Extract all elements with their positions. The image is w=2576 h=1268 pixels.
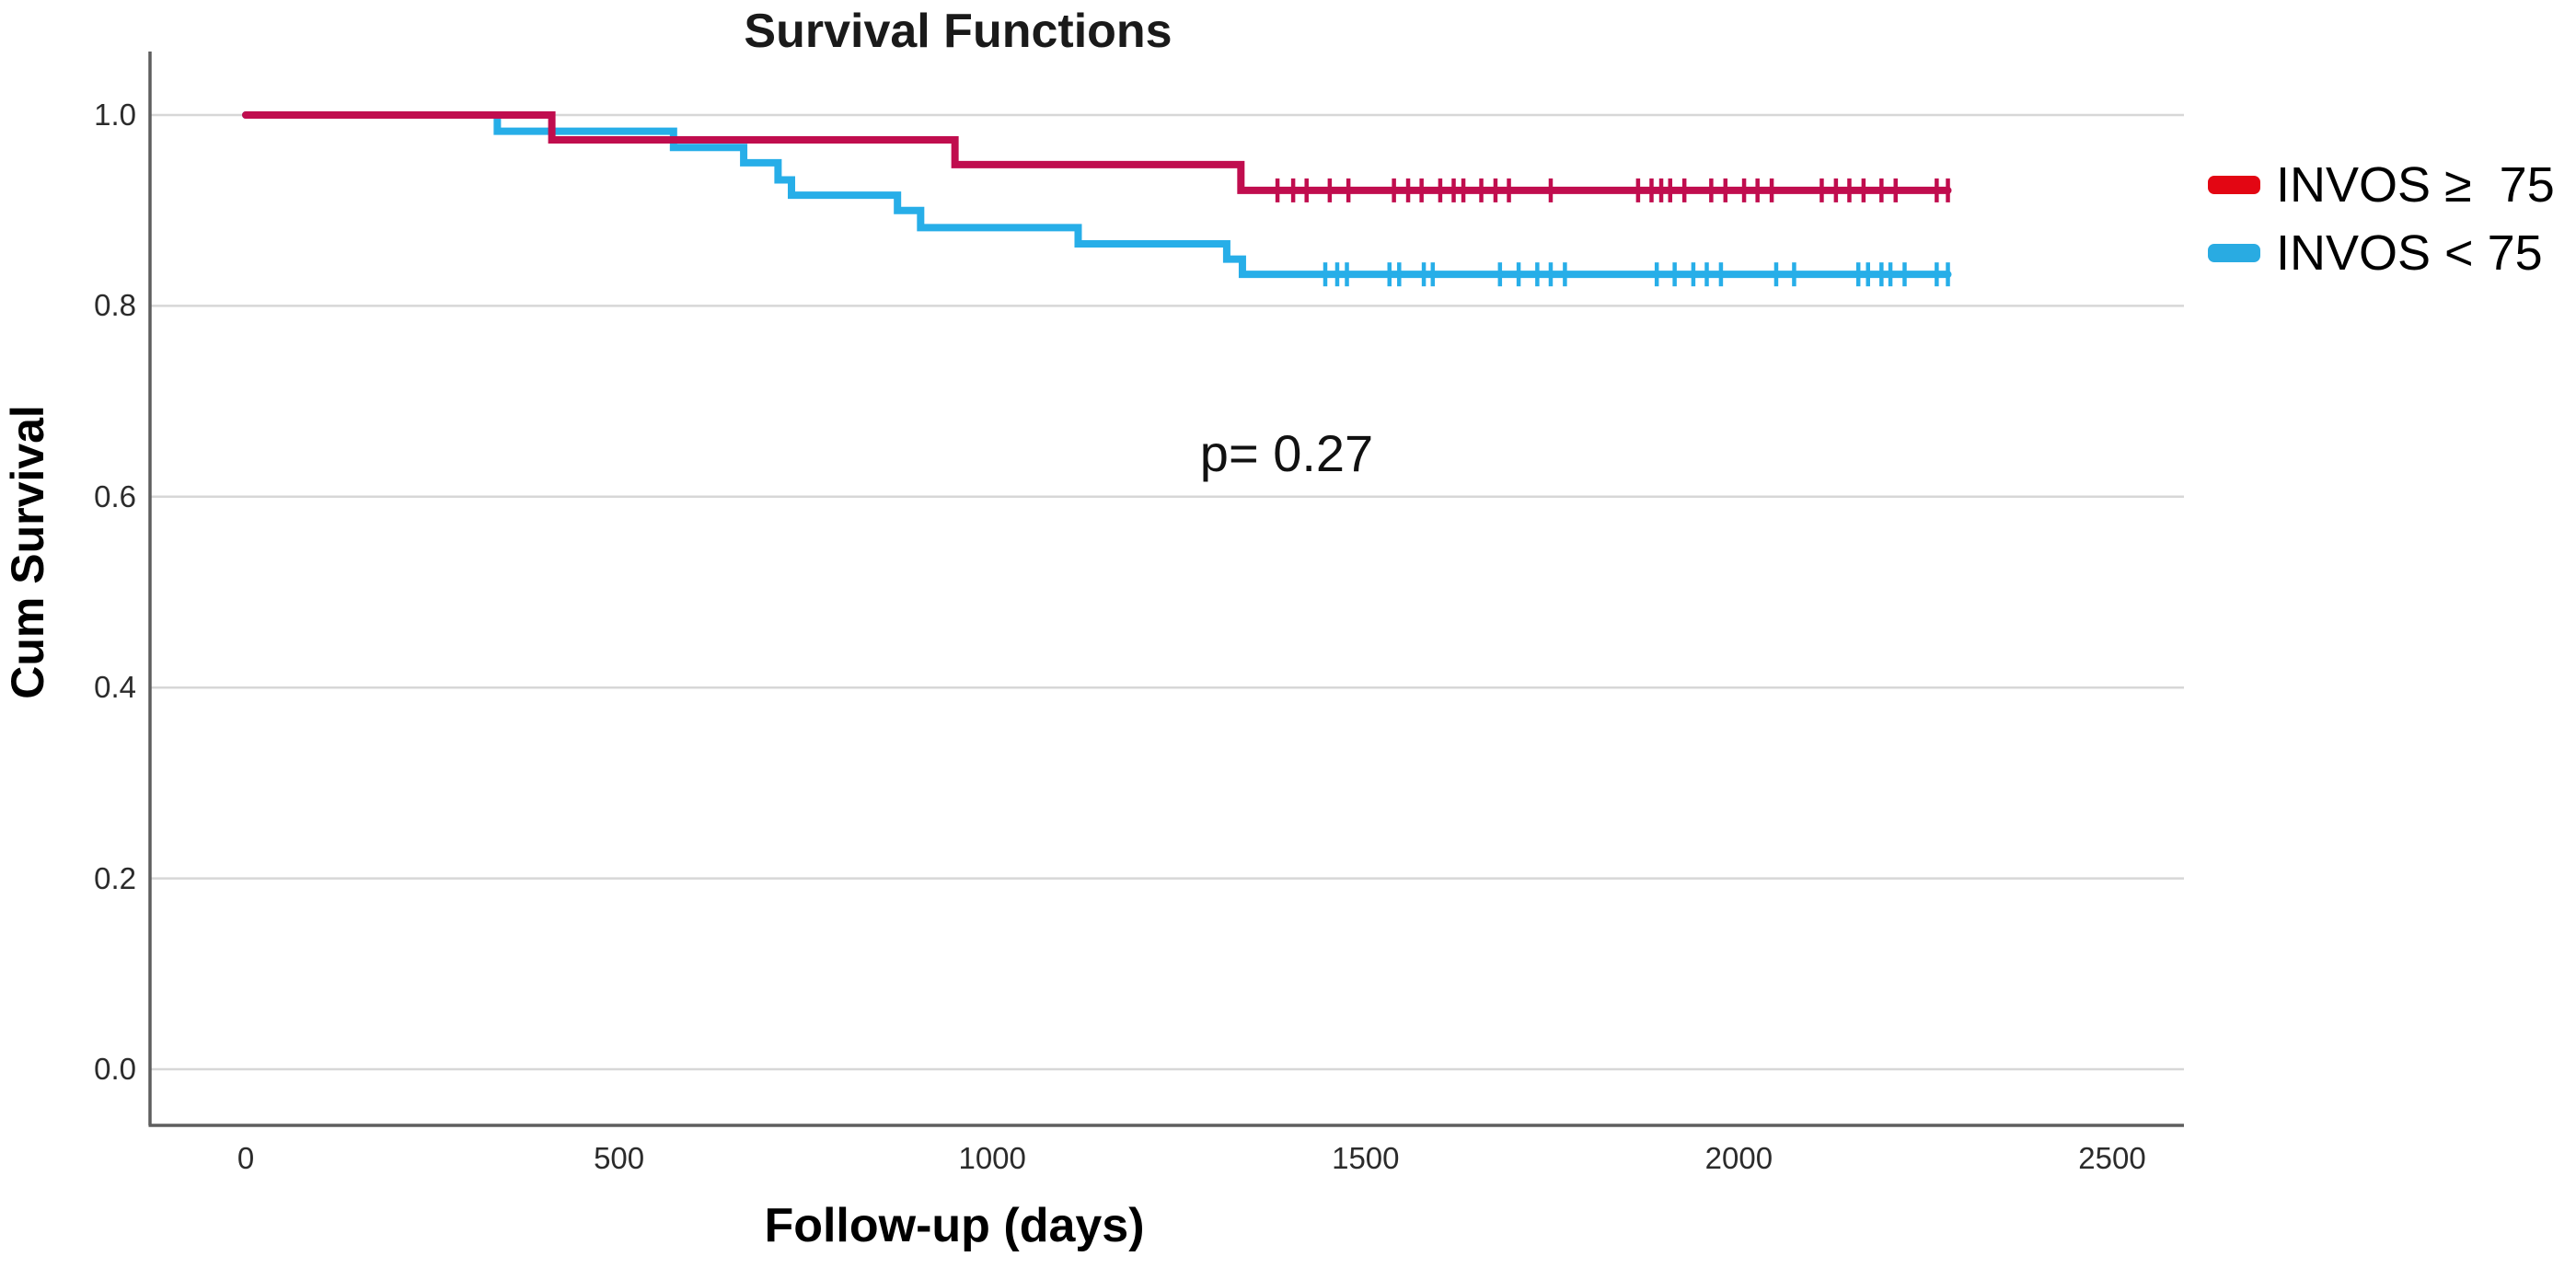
- legend-swatch-blue: [2208, 244, 2260, 262]
- legend-swatch-red: [2208, 176, 2260, 194]
- survival-curve: [242, 111, 1952, 194]
- x-tick-label: 500: [594, 1141, 645, 1175]
- x-tick-label: 0: [237, 1141, 255, 1175]
- x-axis-title: Follow-up (days): [764, 1199, 1145, 1252]
- p-value-annotation: p= 0.27: [1199, 424, 1374, 482]
- chart-title: Survival Functions: [744, 5, 1172, 58]
- y-tick-label: 0.4: [94, 670, 136, 705]
- y-tick-label: 0.0: [94, 1052, 136, 1086]
- y-tick-label: 0.2: [94, 860, 136, 895]
- y-tick-label: 0.6: [94, 478, 136, 513]
- legend-item-invos-ge-75: INVOS ≥ 75: [2208, 157, 2555, 213]
- survival-curve: [242, 111, 1952, 279]
- x-tick-label: 1000: [958, 1141, 1026, 1175]
- legend-item-invos-lt-75: INVOS < 75: [2208, 225, 2555, 281]
- y-tick-label: 0.8: [94, 288, 136, 323]
- legend-label-invos-ge-75: INVOS ≥ 75: [2276, 157, 2555, 213]
- x-tick-label: 2500: [2078, 1141, 2146, 1175]
- y-tick-label: 1.0: [94, 98, 136, 132]
- legend: INVOS ≥ 75 INVOS < 75: [2208, 157, 2555, 281]
- y-axis-title: Cum Survival: [2, 405, 53, 699]
- x-tick-label: 1500: [1332, 1141, 1400, 1175]
- x-tick-label: 2000: [1704, 1141, 1773, 1175]
- legend-label-invos-lt-75: INVOS < 75: [2276, 225, 2543, 281]
